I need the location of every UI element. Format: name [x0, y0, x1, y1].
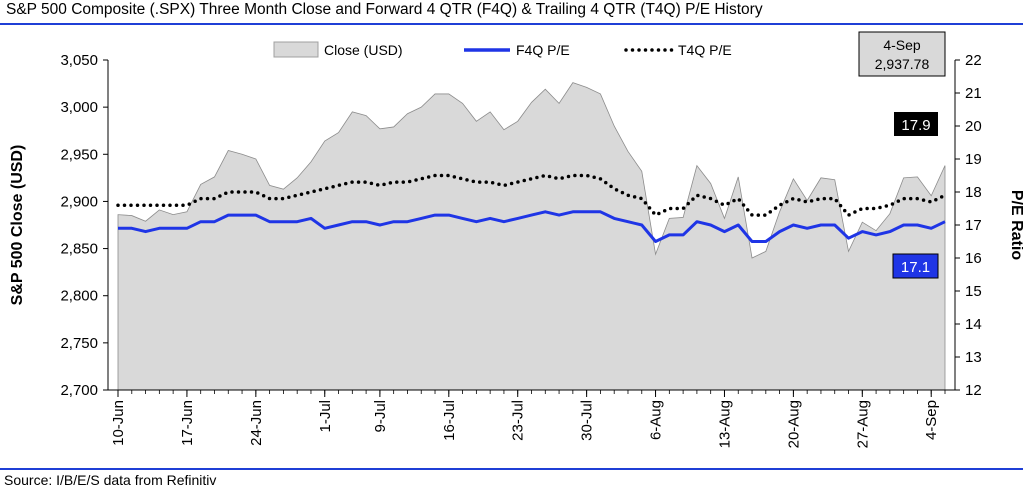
legend-label-t4q: T4Q P/E — [678, 42, 732, 58]
y2-tick-label: 16 — [965, 250, 982, 267]
y-tick-label: 3,050 — [60, 52, 98, 69]
y-tick-label: 2,800 — [60, 288, 98, 305]
legend-label-close: Close (USD) — [324, 42, 403, 58]
y-tick-label: 2,850 — [60, 241, 98, 258]
y2-tick-label: 13 — [965, 349, 982, 366]
date-box-line1: 4-Sep — [883, 37, 921, 53]
x-tick-label: 20-Aug — [785, 400, 802, 448]
x-tick-label: 6-Aug — [648, 400, 665, 440]
chart-title: S&P 500 Composite (.SPX) Three Month Clo… — [6, 1, 763, 18]
y-tick-label: 2,950 — [60, 146, 98, 163]
bottom-rule — [0, 468, 1023, 470]
x-tick-label: 27-Aug — [854, 400, 871, 448]
pe-lines-layer — [116, 173, 947, 243]
y2-tick-label: 21 — [965, 85, 982, 102]
f4q-value-text: 17.1 — [901, 259, 930, 276]
y-tick-label: 2,750 — [60, 335, 98, 352]
y2-tick-label: 15 — [965, 283, 982, 300]
series-f4q-line — [118, 210, 946, 243]
series-t4q-line — [116, 173, 947, 218]
x-tick-label: 30-Jul — [579, 400, 596, 441]
x-tick-label: 17-Jun — [179, 400, 196, 446]
x-tick-label: 10-Jun — [110, 400, 127, 446]
y-tick-label: 3,000 — [60, 99, 98, 116]
legend-swatch-close — [273, 41, 319, 58]
t4q-value-label: 17.9 — [894, 112, 938, 136]
legend-label-f4q: F4Q P/E — [516, 42, 570, 58]
top-rule — [0, 23, 1023, 25]
t4q-value-text: 17.9 — [901, 117, 930, 134]
y-axis-label: S&P 500 Close (USD) — [9, 145, 26, 306]
y2-tick-label: 20 — [965, 118, 982, 135]
date-box-line2: 2,937.78 — [875, 56, 930, 72]
date-box-bg — [858, 31, 946, 77]
x-tick-label: 9-Jul — [372, 400, 389, 433]
axes-layer: 2,700 2,750 2,800 2,850 2,900 2,950 3,000 3,050… — [60, 52, 981, 448]
series-close-area — [117, 82, 946, 391]
y-tick-label: 2,700 — [60, 382, 98, 399]
x-tick-label: 16-Jul — [441, 400, 458, 441]
y2-tick-label: 12 — [965, 382, 982, 399]
legend: Close (USD) F4Q P/E T4Q P/E — [273, 41, 732, 58]
y2-tick-label: 22 — [965, 52, 982, 69]
y2-tick-label: 18 — [965, 184, 982, 201]
x-tick-label: 13-Aug — [717, 400, 734, 448]
y-tick-label: 2,900 — [60, 193, 98, 210]
y2-axis-label: P/E Ratio — [1008, 190, 1023, 260]
chart: 2,700 2,750 2,800 2,850 2,900 2,950 3,000 3,050… — [9, 31, 1023, 448]
source-note: Source: I/B/E/S data from Refinitiv — [4, 472, 217, 488]
x-tick-label: 24-Jun — [248, 400, 265, 446]
f4q-value-label: 17.1 — [892, 253, 939, 279]
close-area-layer — [117, 82, 946, 391]
date-annotation-box: 4-Sep 2,937.78 — [858, 31, 946, 77]
x-tick-label: 4-Sep — [923, 400, 940, 440]
x-tick-label: 23-Jul — [510, 400, 527, 441]
y2-tick-label: 19 — [965, 151, 982, 168]
x-tick-label: 1-Jul — [317, 400, 334, 433]
y2-tick-label: 17 — [965, 217, 982, 234]
y2-tick-label: 14 — [965, 316, 982, 333]
